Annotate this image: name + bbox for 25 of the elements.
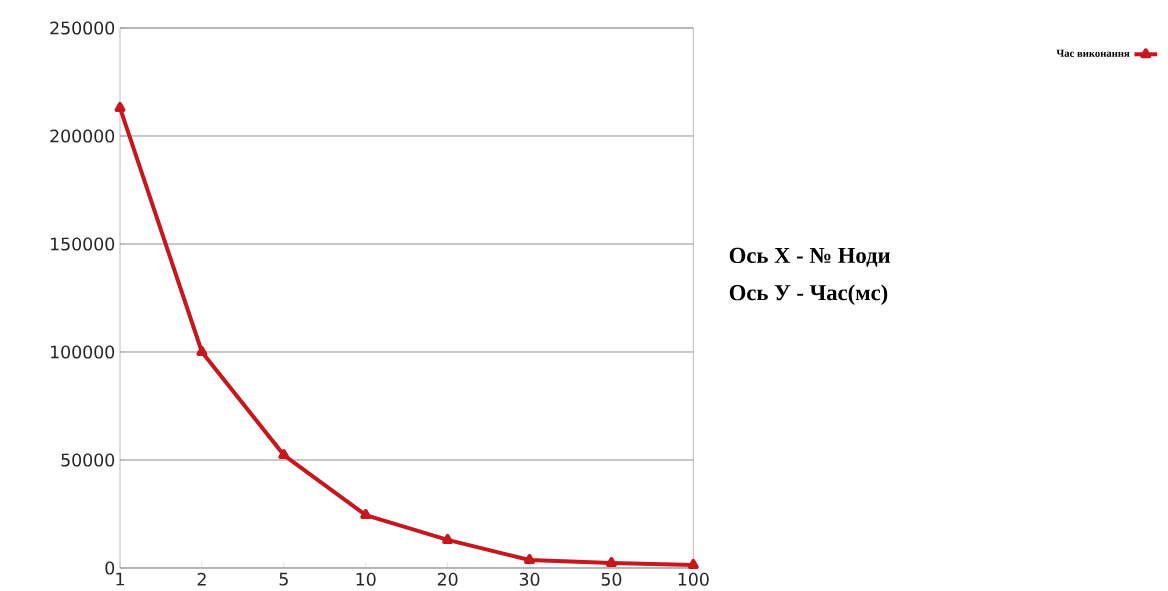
point bbox=[196, 346, 208, 357]
x-tick-label: 10 bbox=[356, 572, 376, 586]
x-tick-label: 50 bbox=[601, 572, 622, 586]
point bbox=[524, 554, 535, 565]
y-tick-label: 100000 bbox=[51, 345, 115, 359]
x-tick-label: 2 bbox=[197, 572, 206, 586]
text: Ось У - Час(мс) bbox=[729, 284, 888, 306]
y-tick-label: 50000 bbox=[61, 453, 115, 467]
x-tick-label: 100 bbox=[678, 572, 709, 586]
text: Ось X - № Ноди bbox=[729, 248, 891, 267]
point bbox=[687, 559, 699, 570]
point bbox=[278, 449, 290, 460]
x-tick-label: 30 bbox=[519, 572, 540, 586]
y-tick-label: 250000 bbox=[50, 21, 115, 35]
point bbox=[360, 509, 372, 520]
legend-label: Час виконання bbox=[1056, 49, 1130, 58]
y-tick-label: 200000 bbox=[50, 129, 115, 143]
point bbox=[442, 534, 454, 545]
x-tick-label: 5 bbox=[279, 572, 288, 586]
y-tick-label: 150000 bbox=[51, 237, 115, 251]
x-tick-label: 20 bbox=[437, 572, 458, 586]
y-tick-label: 0 bbox=[105, 561, 115, 575]
point bbox=[605, 557, 617, 568]
point bbox=[114, 102, 126, 113]
x-tick-label: 1 bbox=[116, 572, 124, 586]
